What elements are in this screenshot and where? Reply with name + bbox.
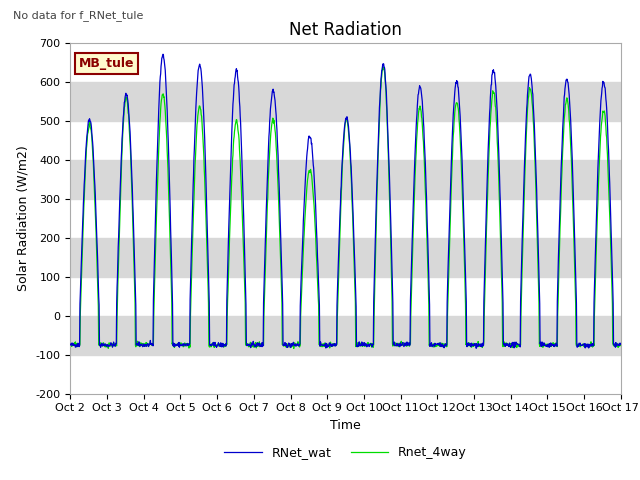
Rnet_4way	[189, 229, 196, 235]
Text: No data for f_RNet_tule: No data for f_RNet_tule	[13, 10, 143, 21]
Rnet_4way	[504, 341, 511, 347]
Line: RNet_wat: RNet_wat	[70, 54, 621, 348]
Legend: RNet_wat, Rnet_4way: RNet_wat, Rnet_4way	[220, 442, 472, 465]
RNet_wat	[67, 341, 74, 347]
Title: Net Radiation: Net Radiation	[289, 21, 402, 39]
RNet_wat	[472, 346, 480, 351]
RNet_wat	[159, 51, 167, 57]
Bar	[70, 82, 621, 121]
Rnet_4way	[552, 343, 560, 349]
RNet_wat	[552, 341, 560, 347]
Rnet_4way	[380, 64, 387, 70]
Line: Rnet_4way: Rnet_4way	[70, 67, 621, 348]
RNet_wat	[431, 342, 439, 348]
RNet_wat	[617, 341, 625, 347]
Rnet_4way	[175, 341, 183, 347]
X-axis label: Time: Time	[330, 419, 361, 432]
RNet_wat	[251, 344, 259, 350]
Rnet_4way	[67, 341, 74, 347]
Rnet_4way	[617, 342, 625, 348]
Rnet_4way	[290, 346, 298, 351]
Rnet_4way	[432, 344, 440, 349]
Bar	[70, 160, 621, 199]
Y-axis label: Solar Radiation (W/m2): Solar Radiation (W/m2)	[17, 145, 30, 291]
Bar	[70, 238, 621, 277]
Bar	[70, 316, 621, 355]
RNet_wat	[176, 342, 184, 348]
Text: MB_tule: MB_tule	[79, 57, 134, 70]
RNet_wat	[504, 342, 511, 348]
Rnet_4way	[250, 341, 258, 347]
RNet_wat	[189, 182, 197, 188]
